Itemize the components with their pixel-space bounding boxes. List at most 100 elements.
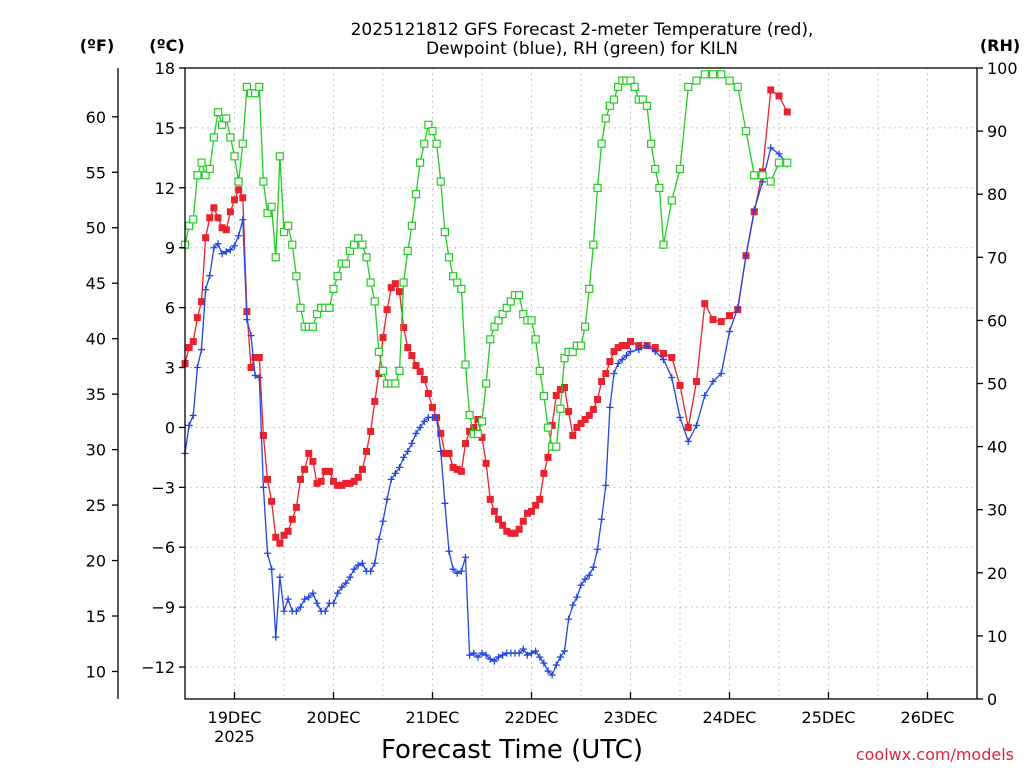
- rh-point: [209, 133, 218, 142]
- fahrenheit-tick-label: 25: [86, 496, 106, 515]
- 2-meter-temperature-point: [321, 467, 329, 475]
- rh-point: [292, 272, 301, 281]
- dewpoint-point: [259, 483, 267, 491]
- 2-meter-temperature-point: [375, 370, 383, 378]
- rh-point: [552, 442, 561, 451]
- fahrenheit-tick-label: 45: [86, 274, 106, 293]
- 2-meter-temperature-point: [202, 234, 210, 242]
- 2-meter-temperature-point: [503, 527, 511, 535]
- 2-meter-temperature-point: [334, 481, 342, 489]
- dewpoint-point: [470, 649, 478, 657]
- 2-meter-temperature-point: [651, 344, 659, 352]
- 2-meter-temperature-point: [305, 449, 313, 457]
- dewpoint-point: [585, 571, 593, 579]
- dewpoint-point: [449, 565, 457, 573]
- dewpoint-point: [404, 447, 412, 455]
- 2-meter-temperature-point: [218, 224, 226, 232]
- 2-meter-temperature-point: [371, 397, 379, 405]
- 2-meter-temperature-point: [226, 208, 234, 216]
- dewpoint-point: [618, 356, 626, 364]
- rh-point: [774, 158, 784, 167]
- rh-point: [424, 120, 433, 129]
- dewpoint-point: [684, 437, 692, 445]
- rh-point: [312, 309, 322, 319]
- rh-point: [341, 259, 350, 268]
- rh-tick-label: 20: [987, 564, 1007, 583]
- rh-point: [411, 190, 421, 199]
- 2-meter-temperature-point: [185, 344, 193, 352]
- celsius-tick-label: 18: [155, 59, 175, 78]
- dewpoint-point: [651, 348, 659, 356]
- rh-point: [741, 126, 751, 136]
- 2-meter-temperature-point: [449, 463, 457, 471]
- dewpoint-point: [594, 545, 601, 553]
- 2-meter-temperature-point: [726, 312, 733, 320]
- 2-meter-temperature-point: [573, 423, 581, 431]
- dewpoint-point: [412, 429, 420, 437]
- 2-meter-temperature-point: [478, 433, 486, 441]
- 2-meter-temperature-point: [367, 427, 375, 435]
- 2-meter-temperature-point: [280, 531, 288, 539]
- rh-point: [576, 341, 586, 350]
- dewpoint-point: [540, 659, 548, 667]
- rh-point: [651, 164, 660, 174]
- rh-tick-label: 100: [987, 59, 1018, 78]
- tick-labels: 1815129630−3−6−9−12605550454035302520151…: [86, 59, 1018, 746]
- dewpoint-point: [528, 649, 535, 657]
- 2-meter-temperature-point: [309, 457, 317, 465]
- rh-point: [213, 108, 223, 117]
- rh-tick-label: 90: [987, 122, 1007, 141]
- dewpoint-point: [668, 374, 676, 382]
- dewpoint-point: [495, 653, 502, 661]
- dewpoint-point: [466, 651, 474, 659]
- dewpoint-point: [445, 547, 453, 555]
- 2-meter-temperature-point: [507, 529, 515, 537]
- rh-point: [189, 215, 198, 224]
- dewpoint-point: [437, 447, 445, 455]
- celsius-tick-label: −9: [151, 598, 175, 617]
- 2-meter-temperature-point: [783, 108, 791, 116]
- fahrenheit-tick-label: 10: [86, 662, 106, 681]
- rh-point: [395, 366, 404, 375]
- rh-point: [333, 272, 342, 281]
- 2-meter-temperature-point: [598, 378, 606, 386]
- rh-point: [725, 76, 734, 85]
- 2-meter-temperature-point: [676, 381, 684, 389]
- rh-point: [515, 291, 524, 300]
- 2-meter-temperature-point: [684, 423, 692, 431]
- dewpoint-point: [726, 328, 733, 336]
- rh-point: [436, 177, 445, 186]
- dewpoint-point: [457, 567, 465, 575]
- fahrenheit-tick-label: 40: [86, 330, 106, 349]
- dewpoint-point: [433, 413, 441, 421]
- 2-meter-temperature-point: [379, 334, 387, 342]
- celsius-tick-label: 12: [155, 179, 175, 198]
- 2-meter-temperature-point: [544, 453, 552, 461]
- rh-point: [605, 101, 614, 110]
- dewpoint-point: [676, 413, 684, 421]
- rh-point: [444, 253, 454, 262]
- rh-point: [308, 322, 317, 331]
- 2-meter-temperature-point: [614, 344, 622, 352]
- dewpoint-point: [589, 563, 597, 571]
- 2-meter-temperature-point: [198, 298, 205, 306]
- rh-point: [354, 234, 363, 243]
- 2-meter-temperature-point: [346, 479, 354, 487]
- rh-point: [539, 392, 548, 401]
- dewpoint-point: [544, 667, 552, 675]
- 2-meter-temperature-line: [184, 88, 788, 545]
- 2-meter-temperature-point: [548, 421, 556, 429]
- dewpoint-point: [519, 645, 527, 653]
- 2-meter-temperature-point: [589, 405, 597, 413]
- dewpoint-point: [478, 649, 486, 657]
- chart-title-line-1: 2025121812 GFS Forecast 2-meter Temperat…: [351, 20, 814, 40]
- rh-point: [205, 164, 214, 174]
- 2-meter-temperature-point: [338, 481, 346, 489]
- dewpoint-point: [396, 463, 403, 471]
- rh-point: [758, 171, 767, 180]
- rh-point: [630, 82, 639, 92]
- dewpoint-point: [264, 549, 271, 557]
- dewpoint-point: [305, 593, 313, 601]
- 2-meter-temperature-point: [767, 86, 775, 94]
- dewpoint-point: [292, 607, 300, 615]
